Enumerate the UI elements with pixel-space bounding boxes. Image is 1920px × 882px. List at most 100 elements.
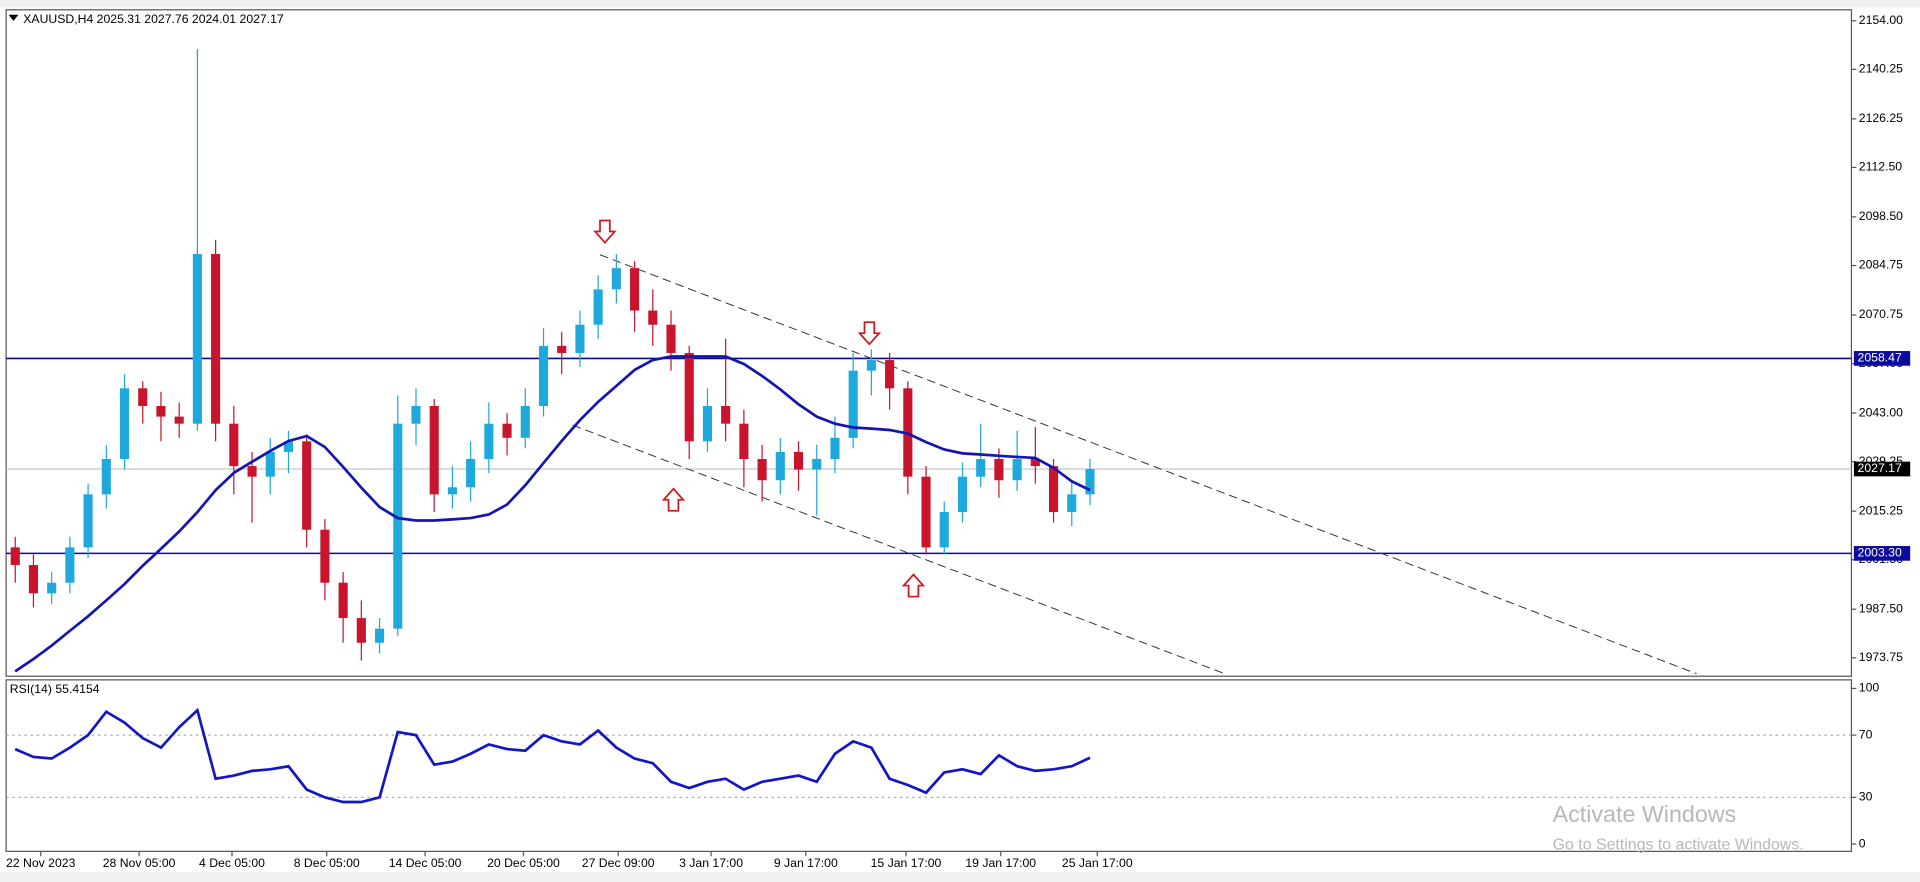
rsi-tick-label: 100 (1859, 681, 1880, 695)
candle-body (338, 582, 348, 619)
candle-body (119, 388, 130, 460)
menu-triangle[interactable] (8, 14, 19, 21)
candle-body (502, 423, 512, 438)
candle-body (393, 423, 403, 629)
current-price-tag (1853, 461, 1911, 477)
candle-body (429, 405, 439, 495)
candle-body (812, 459, 822, 470)
candle-body (666, 324, 676, 353)
y-tick-label: 2043.00 (1859, 405, 1903, 419)
candle-body (174, 416, 184, 424)
candle-body (1085, 469, 1095, 495)
candle-body (957, 476, 968, 513)
candle-body (921, 476, 931, 548)
candle-body (320, 529, 330, 583)
candle-body (101, 459, 111, 495)
candle-body (830, 437, 840, 460)
y-tick-label: 2098.50 (1859, 209, 1903, 223)
candle-body (721, 405, 731, 424)
y-tick-label: 1973.75 (1859, 650, 1903, 664)
y-tick-label: 2112.50 (1859, 160, 1903, 174)
candle-body (994, 459, 1004, 481)
y-tick-label: 2140.25 (1859, 62, 1903, 76)
candle-body (10, 547, 20, 566)
candle-body (939, 512, 949, 548)
candle-body (739, 423, 749, 460)
candle-body (466, 459, 476, 488)
x-tick-label: 19 Jan 17:00 (965, 856, 1036, 870)
x-tick-label: 3 Jan 17:00 (679, 856, 743, 870)
trendline (599, 254, 1697, 675)
candle-body (447, 487, 457, 495)
rsi-line (14, 707, 1091, 804)
candle-body (557, 345, 567, 353)
candle-body (775, 451, 785, 481)
rsi-tick-label: 0 (1859, 836, 1866, 850)
candle-body (885, 360, 895, 389)
x-tick-label: 9 Jan 17:00 (774, 856, 838, 870)
candle-body (156, 405, 166, 417)
price-tag-label: 2003.30 (1858, 546, 1902, 560)
x-tick-label: 22 Nov 2023 (6, 856, 76, 870)
x-tick-label: 14 Dec 05:00 (389, 856, 462, 870)
candle-body (484, 423, 494, 460)
candle-body (247, 466, 257, 477)
watermark-subtitle: Go to Settings to activate Windows. (1553, 836, 1804, 853)
candle-body (65, 547, 75, 583)
y-tick-label: 2070.75 (1859, 307, 1903, 321)
rsi-label: RSI(14) 55.4154 (10, 682, 100, 696)
chart-layer: 2154.00 2140.25 2126.25 2112.50 2098.50 2084.… (6, 13, 1911, 870)
candle-body (648, 310, 658, 325)
candle-body (211, 254, 221, 424)
candle-body (1012, 459, 1022, 481)
current-price-label: 2027.17 (1858, 461, 1902, 475)
rsi-tick-label: 30 (1859, 790, 1873, 804)
candle-body (375, 628, 385, 643)
candle-body (192, 254, 202, 424)
candle-body (83, 494, 93, 548)
candle-body (593, 289, 603, 325)
price-tag (1853, 546, 1911, 561)
candle-body (757, 459, 767, 481)
x-tick-label: 15 Jan 17:00 (871, 856, 942, 870)
rsi-area (6, 707, 1852, 804)
y-tick-label: 2154.00 (1859, 13, 1903, 27)
chart-title: XAUUSD,H4 2025.31 2027.76 2024.01 2027.1… (23, 12, 284, 26)
moving-average (14, 355, 1091, 673)
candle-body (138, 388, 148, 406)
candle-body (848, 370, 858, 438)
candle-body (866, 360, 876, 371)
price-pane (5, 9, 1853, 677)
x-tick-label: 27 Dec 09:00 (582, 856, 655, 870)
candle-body (229, 423, 239, 467)
candle-body (1067, 494, 1077, 513)
plot-area (6, 49, 1852, 675)
x-tick-label: 28 Nov 05:00 (103, 856, 176, 870)
y-tick-label: 1987.50 (1859, 601, 1903, 615)
price-tag (1853, 351, 1911, 366)
candle-body (684, 352, 694, 442)
price-tag-label: 2058.47 (1858, 351, 1902, 365)
candle-body (611, 268, 621, 290)
candle-body (575, 324, 585, 353)
y-tick-label: 2084.75 (1859, 258, 1903, 272)
trendline (572, 424, 1225, 675)
candle-body (411, 405, 421, 424)
candle-body (28, 565, 39, 594)
candle-body (47, 582, 57, 594)
candle-body (302, 441, 312, 530)
x-tick-label: 20 Dec 05:00 (487, 856, 560, 870)
rsi-pane (5, 679, 1853, 852)
y-tick-label: 2015.25 (1859, 503, 1903, 517)
candle-body (538, 345, 549, 406)
tab-strip[interactable] (0, 872, 1920, 882)
y-tick-label: 2126.25 (1859, 111, 1903, 125)
candle-body (976, 459, 986, 477)
candle-body (702, 405, 713, 442)
candle-body (356, 618, 366, 643)
candle-body (793, 451, 804, 470)
candle-body (283, 441, 294, 452)
x-tick-label: 25 Jan 17:00 (1062, 856, 1133, 870)
